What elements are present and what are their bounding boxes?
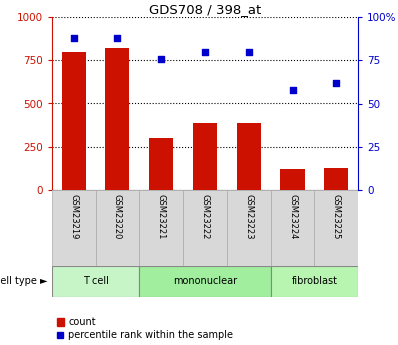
Bar	[139, 266, 271, 297]
Point	[202, 49, 208, 55]
Point	[333, 80, 339, 86]
Bar	[149, 138, 173, 190]
Bar	[324, 168, 348, 190]
Bar	[139, 190, 183, 266]
Point	[246, 49, 252, 55]
Title: GDS708 / 398_at: GDS708 / 398_at	[149, 3, 261, 16]
Bar	[314, 190, 358, 266]
Bar	[271, 190, 314, 266]
Legend: count, percentile rank within the sample: count, percentile rank within the sample	[57, 317, 233, 340]
Text: GSM23225: GSM23225	[332, 194, 341, 239]
Bar	[193, 123, 217, 190]
Text: fibroblast: fibroblast	[291, 276, 338, 286]
Bar	[227, 190, 271, 266]
Text: GSM23219: GSM23219	[69, 194, 78, 239]
Bar	[237, 123, 261, 190]
Point	[289, 87, 296, 92]
Point	[114, 35, 121, 41]
Point	[158, 56, 164, 61]
Text: T cell: T cell	[82, 276, 109, 286]
Text: GSM23223: GSM23223	[244, 194, 253, 239]
Bar	[62, 52, 86, 190]
Bar	[271, 266, 358, 297]
Text: GSM23222: GSM23222	[201, 194, 209, 239]
Bar	[281, 169, 304, 190]
Bar	[183, 190, 227, 266]
Text: GSM23221: GSM23221	[157, 194, 166, 239]
Text: GSM23224: GSM23224	[288, 194, 297, 239]
Text: mononuclear: mononuclear	[173, 276, 237, 286]
Bar	[105, 48, 129, 190]
Point	[70, 35, 77, 41]
Bar	[52, 266, 139, 297]
Text: cell type ►: cell type ►	[0, 276, 48, 286]
Bar	[96, 190, 139, 266]
Text: GSM23220: GSM23220	[113, 194, 122, 239]
Bar	[52, 190, 96, 266]
